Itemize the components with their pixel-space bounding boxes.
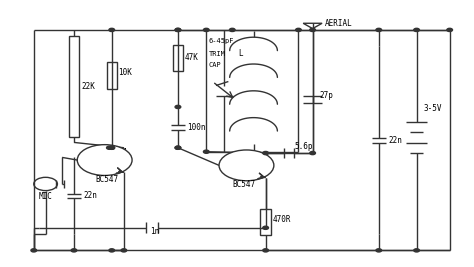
Text: 470R: 470R: [272, 215, 291, 224]
Bar: [104, 148, 115, 157]
Polygon shape: [260, 176, 265, 178]
Circle shape: [203, 28, 209, 32]
Circle shape: [107, 146, 112, 149]
Circle shape: [175, 146, 181, 149]
Text: 22K: 22K: [82, 82, 95, 91]
Circle shape: [175, 105, 181, 108]
Text: 3-5V: 3-5V: [424, 104, 442, 113]
Text: CAP: CAP: [209, 62, 221, 68]
Circle shape: [296, 28, 301, 32]
Circle shape: [109, 146, 115, 149]
Text: L: L: [238, 49, 243, 58]
Text: 6-45pF: 6-45pF: [209, 38, 234, 44]
Circle shape: [376, 249, 382, 252]
Text: BC547: BC547: [232, 180, 255, 189]
Circle shape: [109, 28, 115, 32]
Circle shape: [219, 150, 274, 181]
Text: MIC: MIC: [38, 192, 53, 201]
Circle shape: [229, 28, 235, 32]
Circle shape: [447, 28, 453, 32]
Text: AERIAL: AERIAL: [324, 19, 352, 28]
Circle shape: [203, 150, 209, 153]
Text: TRIM: TRIM: [209, 52, 226, 57]
Text: 27p: 27p: [319, 91, 333, 100]
Text: 22n: 22n: [388, 136, 402, 145]
Circle shape: [414, 249, 419, 252]
Circle shape: [175, 28, 181, 32]
Circle shape: [109, 249, 115, 252]
Text: 5.6p: 5.6p: [295, 142, 313, 151]
Text: 10K: 10K: [118, 68, 132, 77]
Circle shape: [109, 146, 115, 149]
Bar: [69, 36, 79, 137]
Text: 1n: 1n: [150, 227, 159, 237]
Circle shape: [310, 28, 316, 32]
Circle shape: [263, 151, 268, 155]
Bar: [260, 209, 271, 235]
Bar: [107, 62, 117, 89]
Circle shape: [31, 249, 36, 252]
Circle shape: [71, 249, 77, 252]
Text: 1M: 1M: [117, 148, 126, 157]
Circle shape: [175, 28, 181, 32]
Circle shape: [310, 151, 316, 155]
Circle shape: [263, 249, 268, 252]
Bar: [173, 45, 183, 71]
Text: BC547: BC547: [95, 175, 118, 184]
Circle shape: [376, 28, 382, 32]
Circle shape: [121, 249, 127, 252]
Circle shape: [77, 145, 132, 175]
Text: 47K: 47K: [184, 53, 199, 62]
Circle shape: [175, 146, 181, 149]
Text: 22n: 22n: [83, 191, 97, 201]
Circle shape: [414, 28, 419, 32]
Polygon shape: [118, 170, 124, 172]
Text: 100n: 100n: [187, 123, 206, 132]
Circle shape: [34, 177, 57, 191]
Circle shape: [263, 226, 268, 229]
